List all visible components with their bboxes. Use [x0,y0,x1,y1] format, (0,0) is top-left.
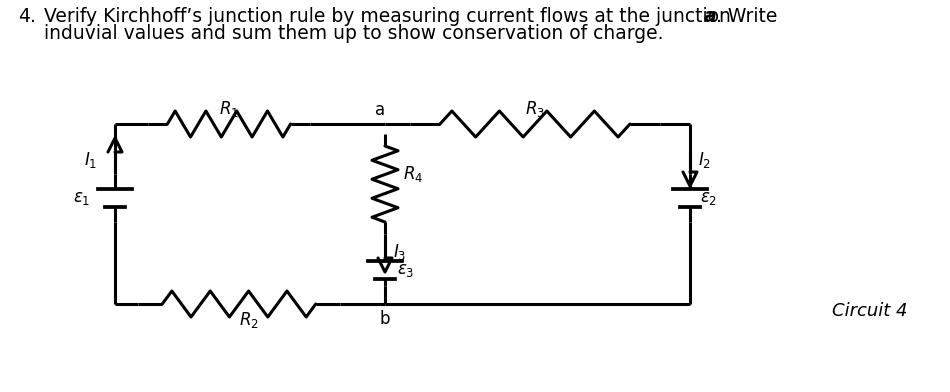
Text: . Write: . Write [716,7,777,26]
Text: induvial values and sum them up to show conservation of charge.: induvial values and sum them up to show … [44,24,663,43]
Text: $R_3$: $R_3$ [525,99,545,119]
Text: $I_1$: $I_1$ [84,150,97,170]
Text: $\varepsilon_3$: $\varepsilon_3$ [397,261,414,279]
Text: $\varepsilon_2$: $\varepsilon_2$ [700,189,717,207]
Text: Circuit 4: Circuit 4 [832,302,908,320]
Text: b: b [380,310,390,328]
Text: $R_1$: $R_1$ [219,99,239,119]
Text: $\varepsilon_1$: $\varepsilon_1$ [72,189,90,207]
Text: Verify Kirchhoff’s junction rule by measuring current flows at the junction: Verify Kirchhoff’s junction rule by meas… [44,7,737,26]
Text: a: a [375,101,385,119]
Text: 4.: 4. [18,7,36,26]
Text: a: a [704,7,716,26]
Text: $I_2$: $I_2$ [698,150,712,170]
Text: $R_2$: $R_2$ [239,310,259,330]
Text: $R_4$: $R_4$ [403,164,424,184]
Text: $I_3$: $I_3$ [393,242,407,262]
